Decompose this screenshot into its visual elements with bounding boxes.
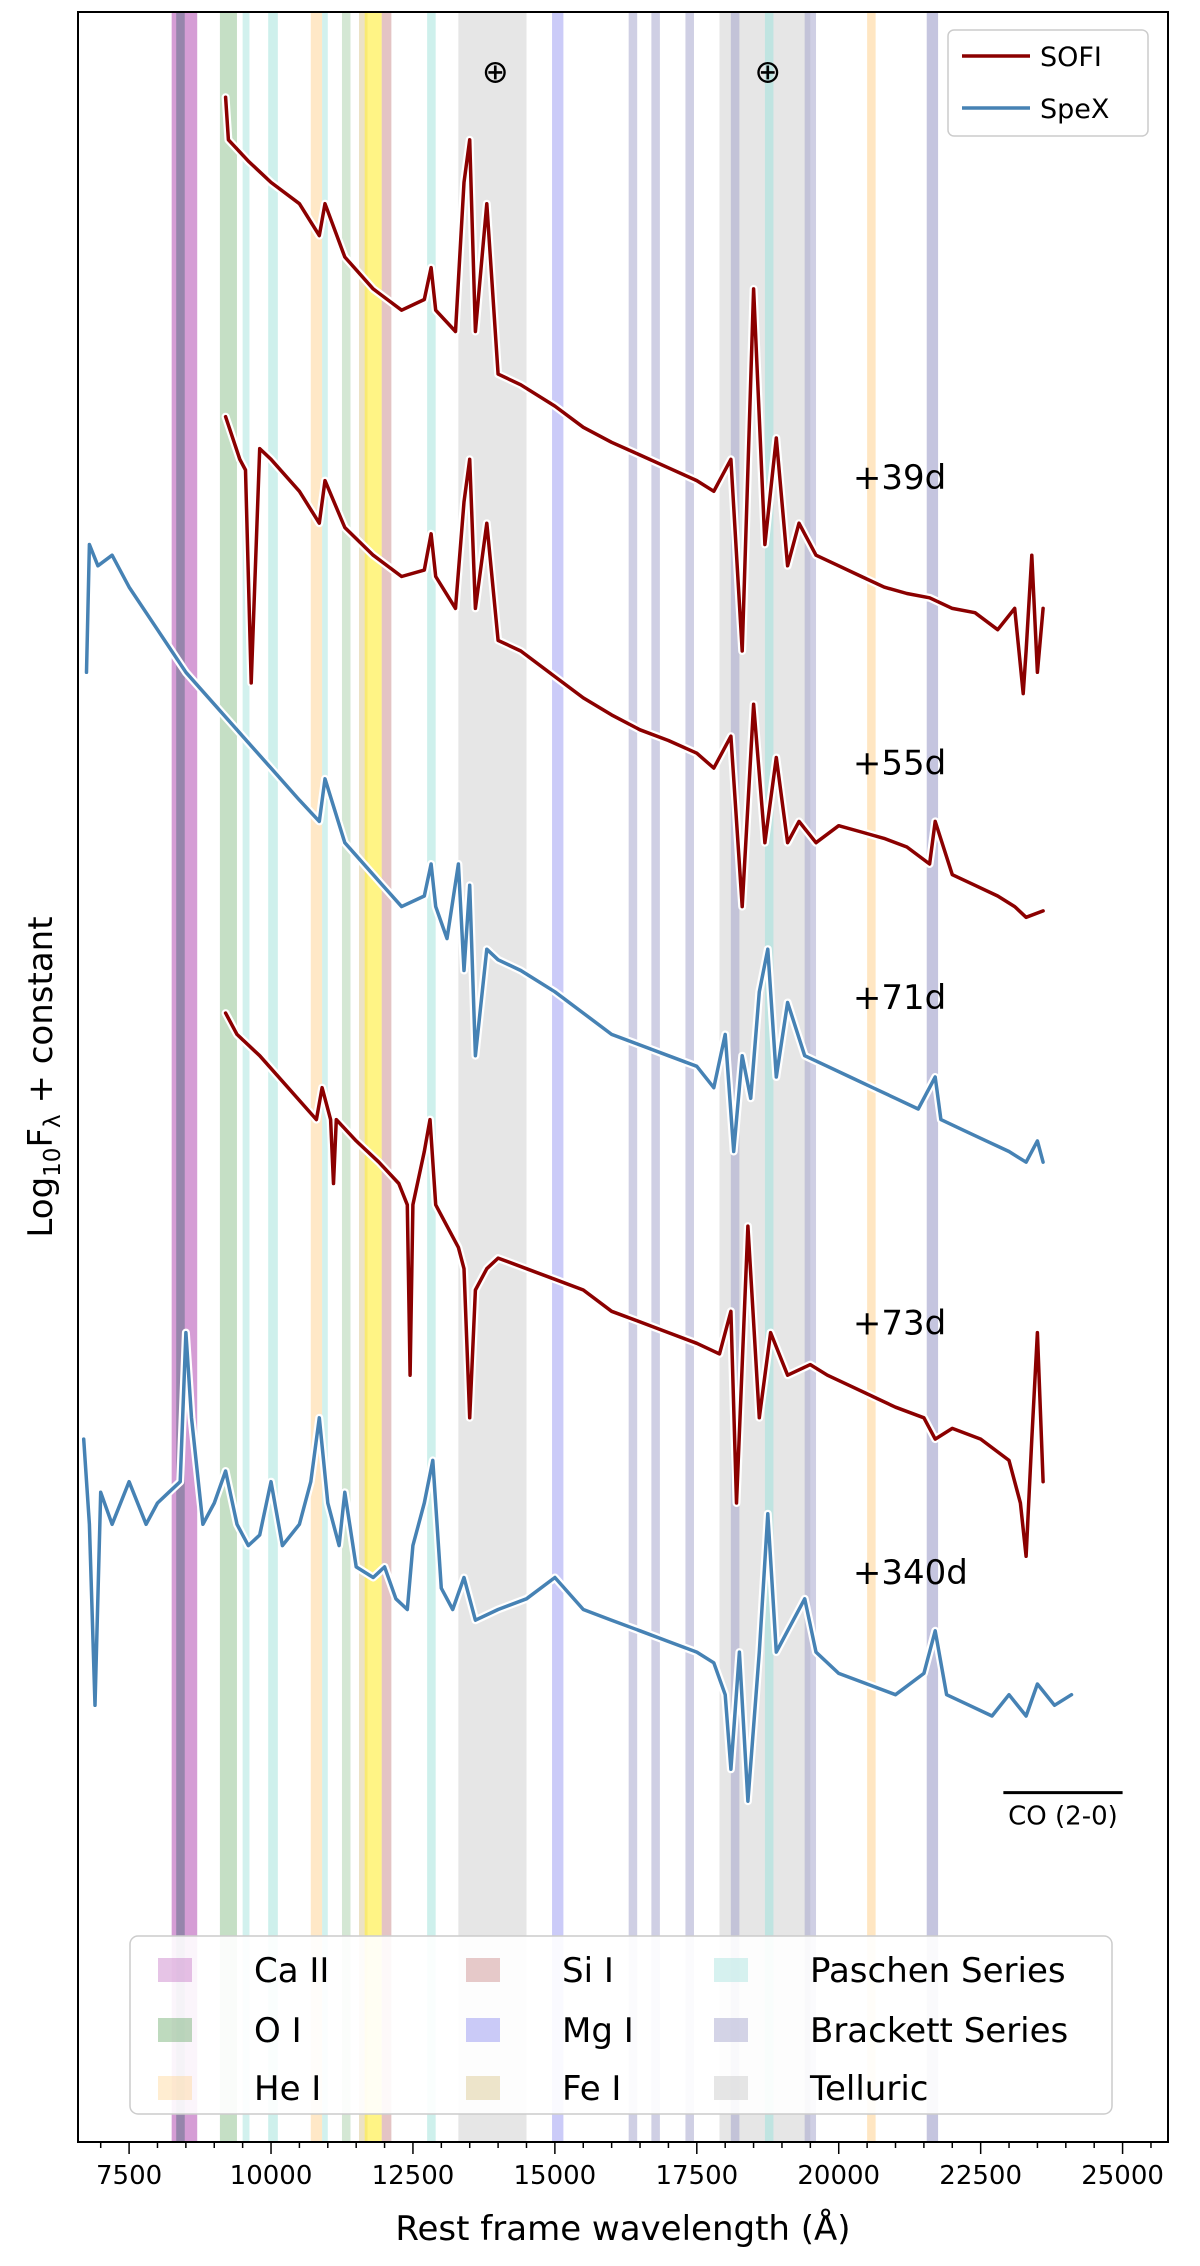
series-line-39d <box>223 95 1045 696</box>
legend-text-brackett-series: Brackett Series <box>810 2011 1068 2051</box>
epoch-label-340d: +340d <box>853 1553 968 1593</box>
epoch-label-55d: +55d <box>853 744 946 784</box>
legend-item-o-i: O I <box>158 2011 302 2051</box>
legend-item-telluric: Telluric <box>714 2069 928 2109</box>
epoch-labels-layer: +39d +55d +71d +73d +340d <box>853 458 968 1593</box>
line-legend-items: Ca II O I He I Si I Mg I Fe I Paschen Series Br… <box>158 1951 1068 2109</box>
band-o-i-7 <box>341 12 351 2142</box>
telluric-symbols-layer: ⊕ ⊕ <box>482 52 781 90</box>
epoch-label-73d: +73d <box>853 1304 946 1344</box>
legend-label-sofi: SOFI <box>1040 42 1102 73</box>
band-brackett-series-16 <box>685 12 694 2142</box>
epoch-label-39d: +39d <box>853 458 946 498</box>
band-he-i-21 <box>867 12 876 2142</box>
y-label-log: Log <box>21 1177 61 1238</box>
plot-frame <box>77 11 1169 2143</box>
legend-item-si-i: Si I <box>466 1951 614 1991</box>
y-label-lambda: λ <box>40 1114 66 1128</box>
legend-text-si-i: Si I <box>562 1951 614 1991</box>
co-label: CO (2-0) <box>1008 1802 1118 1832</box>
legend-swatch-telluric <box>714 2076 748 2100</box>
legend-swatch-mg-i <box>466 2018 500 2042</box>
band-paschen-series-19 <box>764 12 774 2142</box>
legend-item-mg-i: Mg I <box>466 2011 634 2051</box>
telluric-symbol-0: ⊕ <box>482 52 509 90</box>
band-paschen-series-3 <box>242 12 250 2142</box>
legend-item-he-i: He I <box>158 2069 321 2109</box>
spectral-bands-layer <box>171 12 939 2142</box>
band-brackett-series-15 <box>651 12 660 2142</box>
series-line-340d <box>81 1330 1074 1803</box>
band-brackett-series-14 <box>628 12 638 2142</box>
band-telluric-12 <box>458 12 527 2142</box>
legend-item-brackett-series: Brackett Series <box>714 2011 1068 2051</box>
legend-item-fe-i: Fe I <box>466 2069 621 2109</box>
x-tick-label-25000: 25000 <box>1081 2161 1164 2191</box>
series-line-71d <box>84 542 1045 1164</box>
band-paschen-series-6 <box>322 12 328 2142</box>
legend-text-mg-i: Mg I <box>562 2011 634 2051</box>
band-fe-i-8 <box>359 12 368 2142</box>
legend-swatch-brackett-series <box>714 2018 748 2042</box>
band-brackett-series-18 <box>730 12 740 2142</box>
y-axis-label: Log10Fλ + constant <box>21 916 66 1237</box>
y-label-sub: 10 <box>40 1148 66 1177</box>
band-brackett-series-20 <box>804 12 817 2142</box>
legend-swatch-si-i <box>466 1958 500 1982</box>
legend-text-paschen-series: Paschen Series <box>810 1951 1066 1991</box>
line-legend: Ca II O I He I Si I Mg I Fe I Paschen Series Br… <box>129 1935 1113 2115</box>
x-tick-label-17500: 17500 <box>655 2161 738 2191</box>
x-tick-label-7500: 7500 <box>96 2161 162 2191</box>
legend-item-ca-ii: Ca II <box>158 1951 329 1991</box>
telluric-symbol-1: ⊕ <box>754 52 781 90</box>
band-brackett-series-1 <box>176 12 185 2142</box>
x-axis-label: Rest frame wavelength (Å) <box>395 2208 850 2249</box>
legend-text-ca-ii: Ca II <box>254 1951 329 1991</box>
x-tick-label-15000: 15000 <box>514 2161 597 2191</box>
x-tick-label-22500: 22500 <box>939 2161 1022 2191</box>
y-label-rest: + constant <box>21 916 61 1114</box>
legend-swatch-fe-i <box>466 2076 500 2100</box>
legend-text-o-i: O I <box>254 2011 302 2051</box>
x-tick-label-12500: 12500 <box>372 2161 455 2191</box>
legend-text-he-i: He I <box>254 2069 321 2109</box>
instrument-legend: SOFI SpeX <box>947 29 1149 137</box>
band-o-i-2 <box>219 12 237 2142</box>
legend-text-fe-i: Fe I <box>562 2069 621 2109</box>
line-legend-box <box>129 1935 1113 2115</box>
legend-swatch-paschen-series <box>714 1958 748 1982</box>
series-layer <box>79 93 1076 1806</box>
band-paschen-series-4 <box>268 12 278 2142</box>
y-label-f: F <box>21 1128 61 1148</box>
legend-text-telluric: Telluric <box>809 2069 928 2109</box>
band-si-i-10 <box>381 12 392 2142</box>
series-line-73d <box>223 1011 1045 1559</box>
x-tick-label-10000: 10000 <box>230 2161 313 2191</box>
legend-item-paschen-series: Paschen Series <box>714 1951 1066 1991</box>
legend-swatch-he-i <box>158 2076 192 2100</box>
band-paschen-series-11 <box>427 12 436 2142</box>
legend-swatch-ca-ii <box>158 1958 192 1982</box>
legend-swatch-o-i <box>158 2018 192 2042</box>
legend-label-spex: SpeX <box>1040 94 1109 125</box>
band-he-i-9 <box>364 12 382 2142</box>
x-tick-label-20000: 20000 <box>797 2161 880 2191</box>
band-he-i-5 <box>310 12 323 2142</box>
x-axis-ticks: 7500 10000 12500 15000 17500 20000 22500 25000 <box>96 2142 1164 2191</box>
series-line-55d <box>223 414 1045 920</box>
band-mg-i-13 <box>552 12 564 2142</box>
epoch-label-71d: +71d <box>853 978 946 1018</box>
